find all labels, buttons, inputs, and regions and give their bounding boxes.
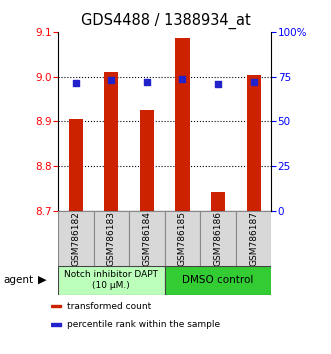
Text: GSM786183: GSM786183 — [107, 211, 116, 266]
Bar — [140, 110, 154, 211]
Text: GSM786185: GSM786185 — [178, 211, 187, 266]
Bar — [165, 211, 200, 266]
Text: Notch inhibitor DAPT
(10 μM.): Notch inhibitor DAPT (10 μM.) — [64, 270, 158, 290]
Bar — [58, 211, 93, 266]
Point — [73, 80, 78, 86]
Point — [180, 76, 185, 82]
Bar — [165, 266, 271, 295]
Text: DMSO control: DMSO control — [182, 275, 254, 285]
Bar — [129, 211, 165, 266]
Text: GDS4488 / 1388934_at: GDS4488 / 1388934_at — [81, 12, 250, 29]
Bar — [211, 192, 225, 211]
Point — [251, 79, 256, 85]
Bar — [200, 211, 236, 266]
Bar — [69, 119, 83, 211]
Text: percentile rank within the sample: percentile rank within the sample — [67, 320, 220, 329]
Text: agent: agent — [3, 275, 33, 285]
Bar — [93, 211, 129, 266]
Bar — [247, 75, 261, 211]
Bar — [51, 305, 61, 307]
Text: GSM786187: GSM786187 — [249, 211, 258, 266]
Bar — [236, 211, 271, 266]
Text: GSM786182: GSM786182 — [71, 211, 80, 266]
Point — [144, 80, 150, 85]
Text: GSM786184: GSM786184 — [142, 211, 151, 266]
Text: ▶: ▶ — [38, 275, 47, 285]
Bar — [51, 323, 61, 326]
Bar — [175, 38, 190, 211]
Text: transformed count: transformed count — [67, 302, 151, 310]
Bar — [58, 266, 165, 295]
Point — [109, 77, 114, 82]
Text: GSM786186: GSM786186 — [213, 211, 222, 266]
Bar — [104, 72, 118, 211]
Point — [215, 81, 221, 86]
